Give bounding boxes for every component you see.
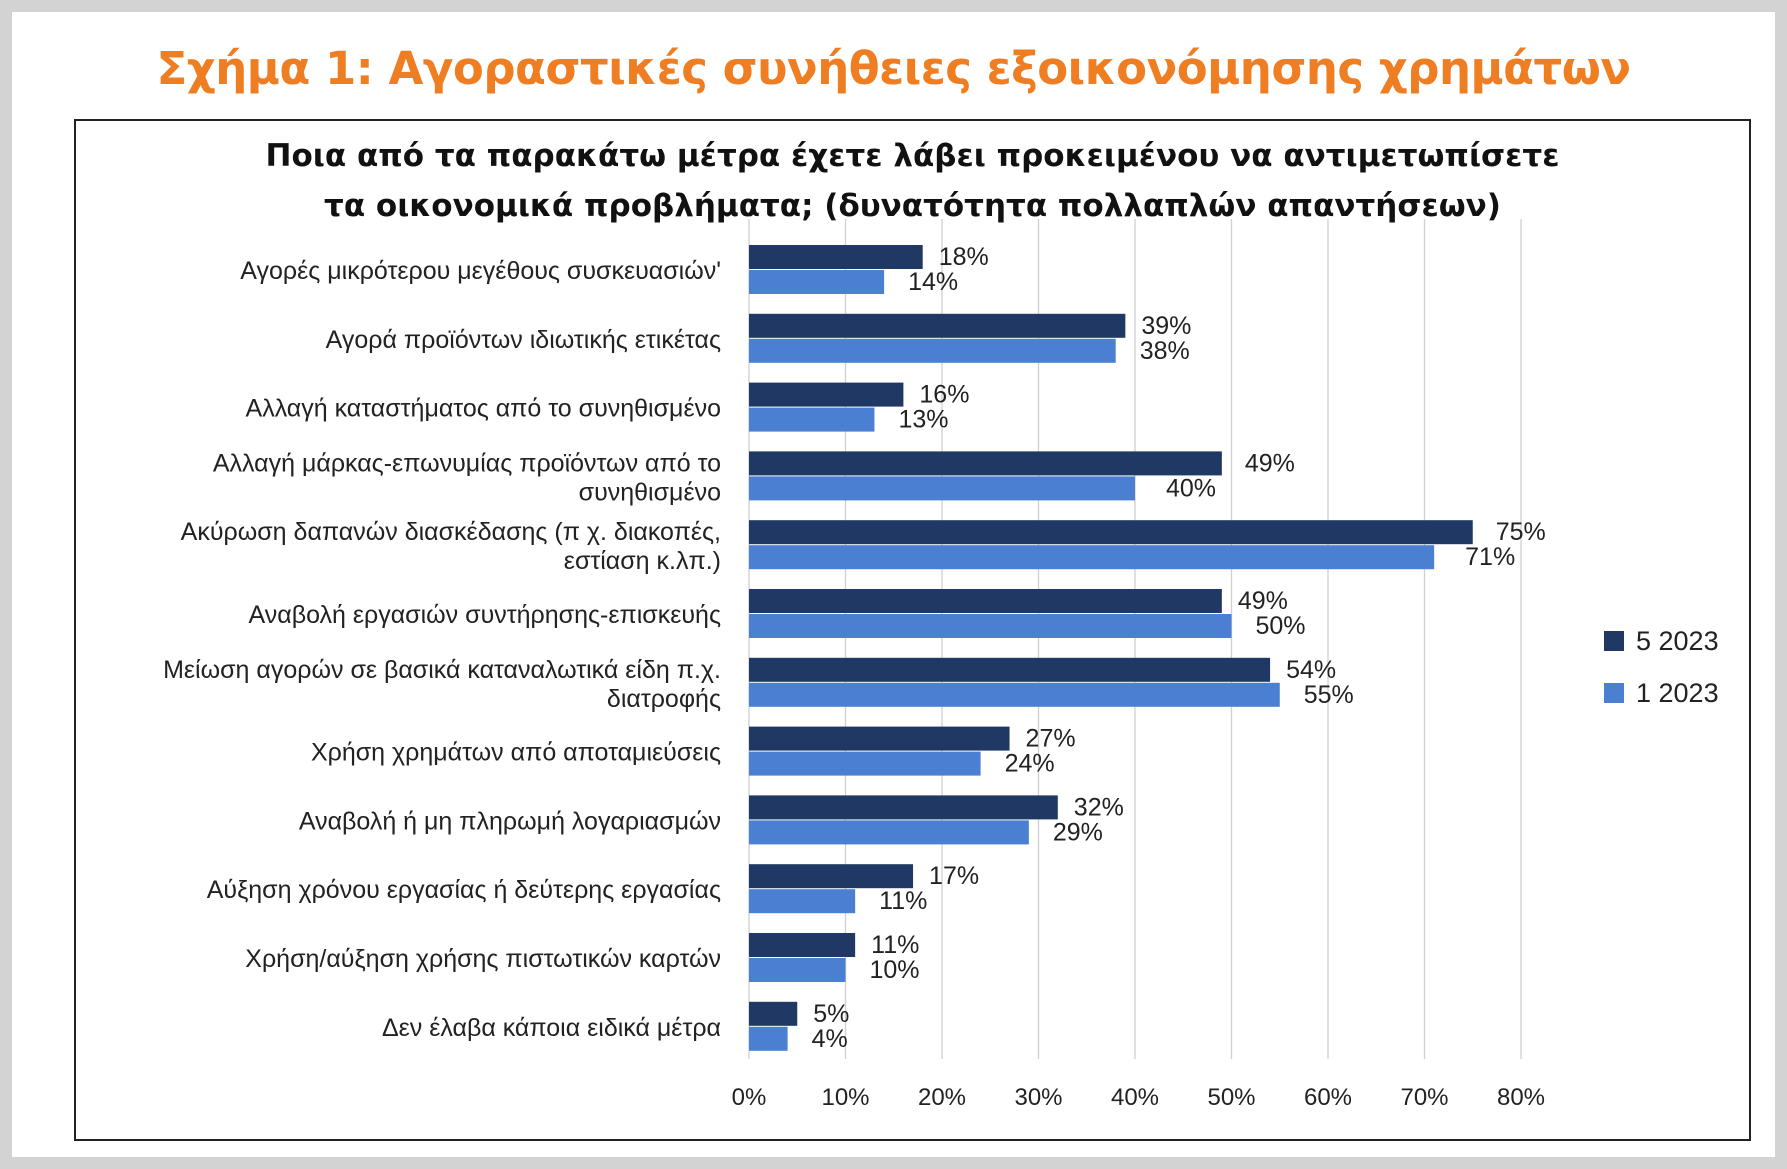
- bar-series-1: [749, 313, 1126, 338]
- category-label: Αύξηση χρόνου εργασίας ή δεύτερης εργασί…: [207, 876, 721, 904]
- legend-label: 1 2023: [1636, 678, 1719, 708]
- bar-series-2: [749, 270, 885, 294]
- x-tick-label: 30%: [1014, 1084, 1062, 1111]
- x-tick-label: 40%: [1111, 1084, 1159, 1111]
- category-label: Χρήση χρημάτων από αποταμιεύσεις: [311, 739, 721, 767]
- x-tick-label: 10%: [821, 1084, 869, 1111]
- legend-swatch: [1604, 683, 1624, 703]
- bar-series-2: [749, 614, 1232, 638]
- data-label: 14%: [908, 268, 958, 296]
- figure-title: Σχήμα 1: Αγοραστικές συνήθειες εξοικονόμ…: [156, 42, 1631, 95]
- category-label: Αλλαγή μάρκας-επωνυμίας προϊόντων από το: [213, 449, 721, 477]
- bar-series-2: [749, 407, 875, 432]
- data-label: 18%: [939, 243, 989, 271]
- data-label: 16%: [919, 381, 969, 409]
- chart-title: Ποια από τα παρακάτω μέτρα έχετε λάβει π…: [76, 131, 1749, 231]
- bar-series-1: [749, 795, 1058, 820]
- category-label: Αγορές μικρότερου μεγέθους συσκευασιών': [240, 257, 721, 285]
- category-label: Αλλαγή καταστήματος από το συνηθισμένο: [246, 395, 721, 423]
- chart-title-line-1: Ποια από τα παρακάτω μέτρα έχετε λάβει π…: [265, 138, 1560, 174]
- bar-series-2: [749, 820, 1029, 845]
- bar-series-1: [749, 657, 1271, 682]
- data-label: 17%: [929, 862, 979, 890]
- data-label: 71%: [1465, 543, 1515, 571]
- category-label: Αναβολή ή μη πληρωμή λογαριασμών: [299, 807, 721, 835]
- bar-series-2: [749, 682, 1280, 707]
- chart-title-line-2: τα οικονομικά προβλήματα; (δυνατότητα πο…: [324, 188, 1501, 224]
- bar-series-1: [749, 382, 904, 407]
- data-label: 40%: [1166, 474, 1216, 502]
- bar-series-1: [749, 520, 1473, 545]
- legend-swatch: [1604, 631, 1624, 651]
- bar-series-2: [749, 545, 1435, 570]
- data-label: 54%: [1286, 656, 1336, 684]
- bar-series-1: [749, 451, 1222, 476]
- bar-series-1: [749, 933, 856, 957]
- data-label: 50%: [1256, 612, 1306, 640]
- data-label: 10%: [870, 956, 920, 984]
- x-tick-label: 20%: [918, 1084, 966, 1111]
- category-label: Μείωση αγορών σε βασικά καταναλωτικά είδ…: [163, 656, 721, 684]
- category-label: συνηθισμένο: [579, 478, 721, 506]
- data-label: 24%: [1005, 750, 1055, 778]
- data-label: 4%: [812, 1025, 848, 1053]
- data-label: 29%: [1053, 818, 1103, 846]
- data-label: 5%: [813, 1000, 849, 1028]
- data-label: 39%: [1141, 312, 1191, 340]
- x-tick-label: 50%: [1207, 1084, 1255, 1111]
- category-label: Αναβολή εργασιών συντήρησης-επισκευής: [249, 601, 721, 629]
- bar-series-1: [749, 245, 923, 269]
- x-tick-label: 0%: [732, 1084, 767, 1111]
- bar-chart: 0% 10% 20% 30% 40% 50% 60% 70% 80% Αγορές μικρότε…: [163, 219, 1719, 1111]
- category-label: Ακύρωση δαπανών διασκέδασης (π χ. διακοπ…: [181, 518, 721, 546]
- bar-series-1: [749, 864, 914, 889]
- data-label: 49%: [1238, 587, 1288, 615]
- bar-series-1: [749, 589, 1222, 613]
- data-label: 11%: [871, 931, 919, 959]
- data-label: 11%: [879, 887, 927, 915]
- x-tick-label: 70%: [1400, 1084, 1448, 1111]
- bar-series-2: [749, 958, 846, 982]
- bar-series-2: [749, 889, 856, 914]
- x-tick-label: 60%: [1304, 1084, 1352, 1111]
- data-label: 32%: [1074, 793, 1124, 821]
- category-label: εστίαση κ.λπ.): [564, 547, 721, 575]
- data-label: 49%: [1245, 449, 1295, 477]
- data-label: 13%: [898, 406, 948, 434]
- figure-panel: Σχήμα 1: Αγοραστικές συνήθειες εξοικονόμ…: [12, 12, 1775, 1157]
- bar-series-2: [749, 338, 1116, 363]
- bar-series-2: [749, 1026, 788, 1051]
- x-tick-label: 80%: [1497, 1084, 1545, 1111]
- data-label: 27%: [1026, 725, 1076, 753]
- category-label: Δεν έλαβα κάποια ειδικά μέτρα: [382, 1014, 721, 1042]
- bar-series-2: [749, 476, 1135, 501]
- data-label: 55%: [1304, 681, 1354, 709]
- bar-series-2: [749, 751, 981, 776]
- category-label: Αγορά προϊόντων ιδιωτικής ετικέτας: [326, 326, 721, 354]
- chart-frame: Ποια από τα παρακάτω μέτρα έχετε λάβει π…: [74, 119, 1751, 1141]
- category-label: διατροφής: [607, 685, 721, 713]
- bar-series-1: [749, 1001, 798, 1026]
- bar-series-1: [749, 726, 1010, 751]
- legend-label: 5 2023: [1636, 626, 1719, 656]
- data-label: 75%: [1496, 518, 1546, 546]
- category-label: Χρήση/αύξηση χρήσης πιστωτικών καρτών: [245, 945, 721, 973]
- data-label: 38%: [1140, 337, 1190, 365]
